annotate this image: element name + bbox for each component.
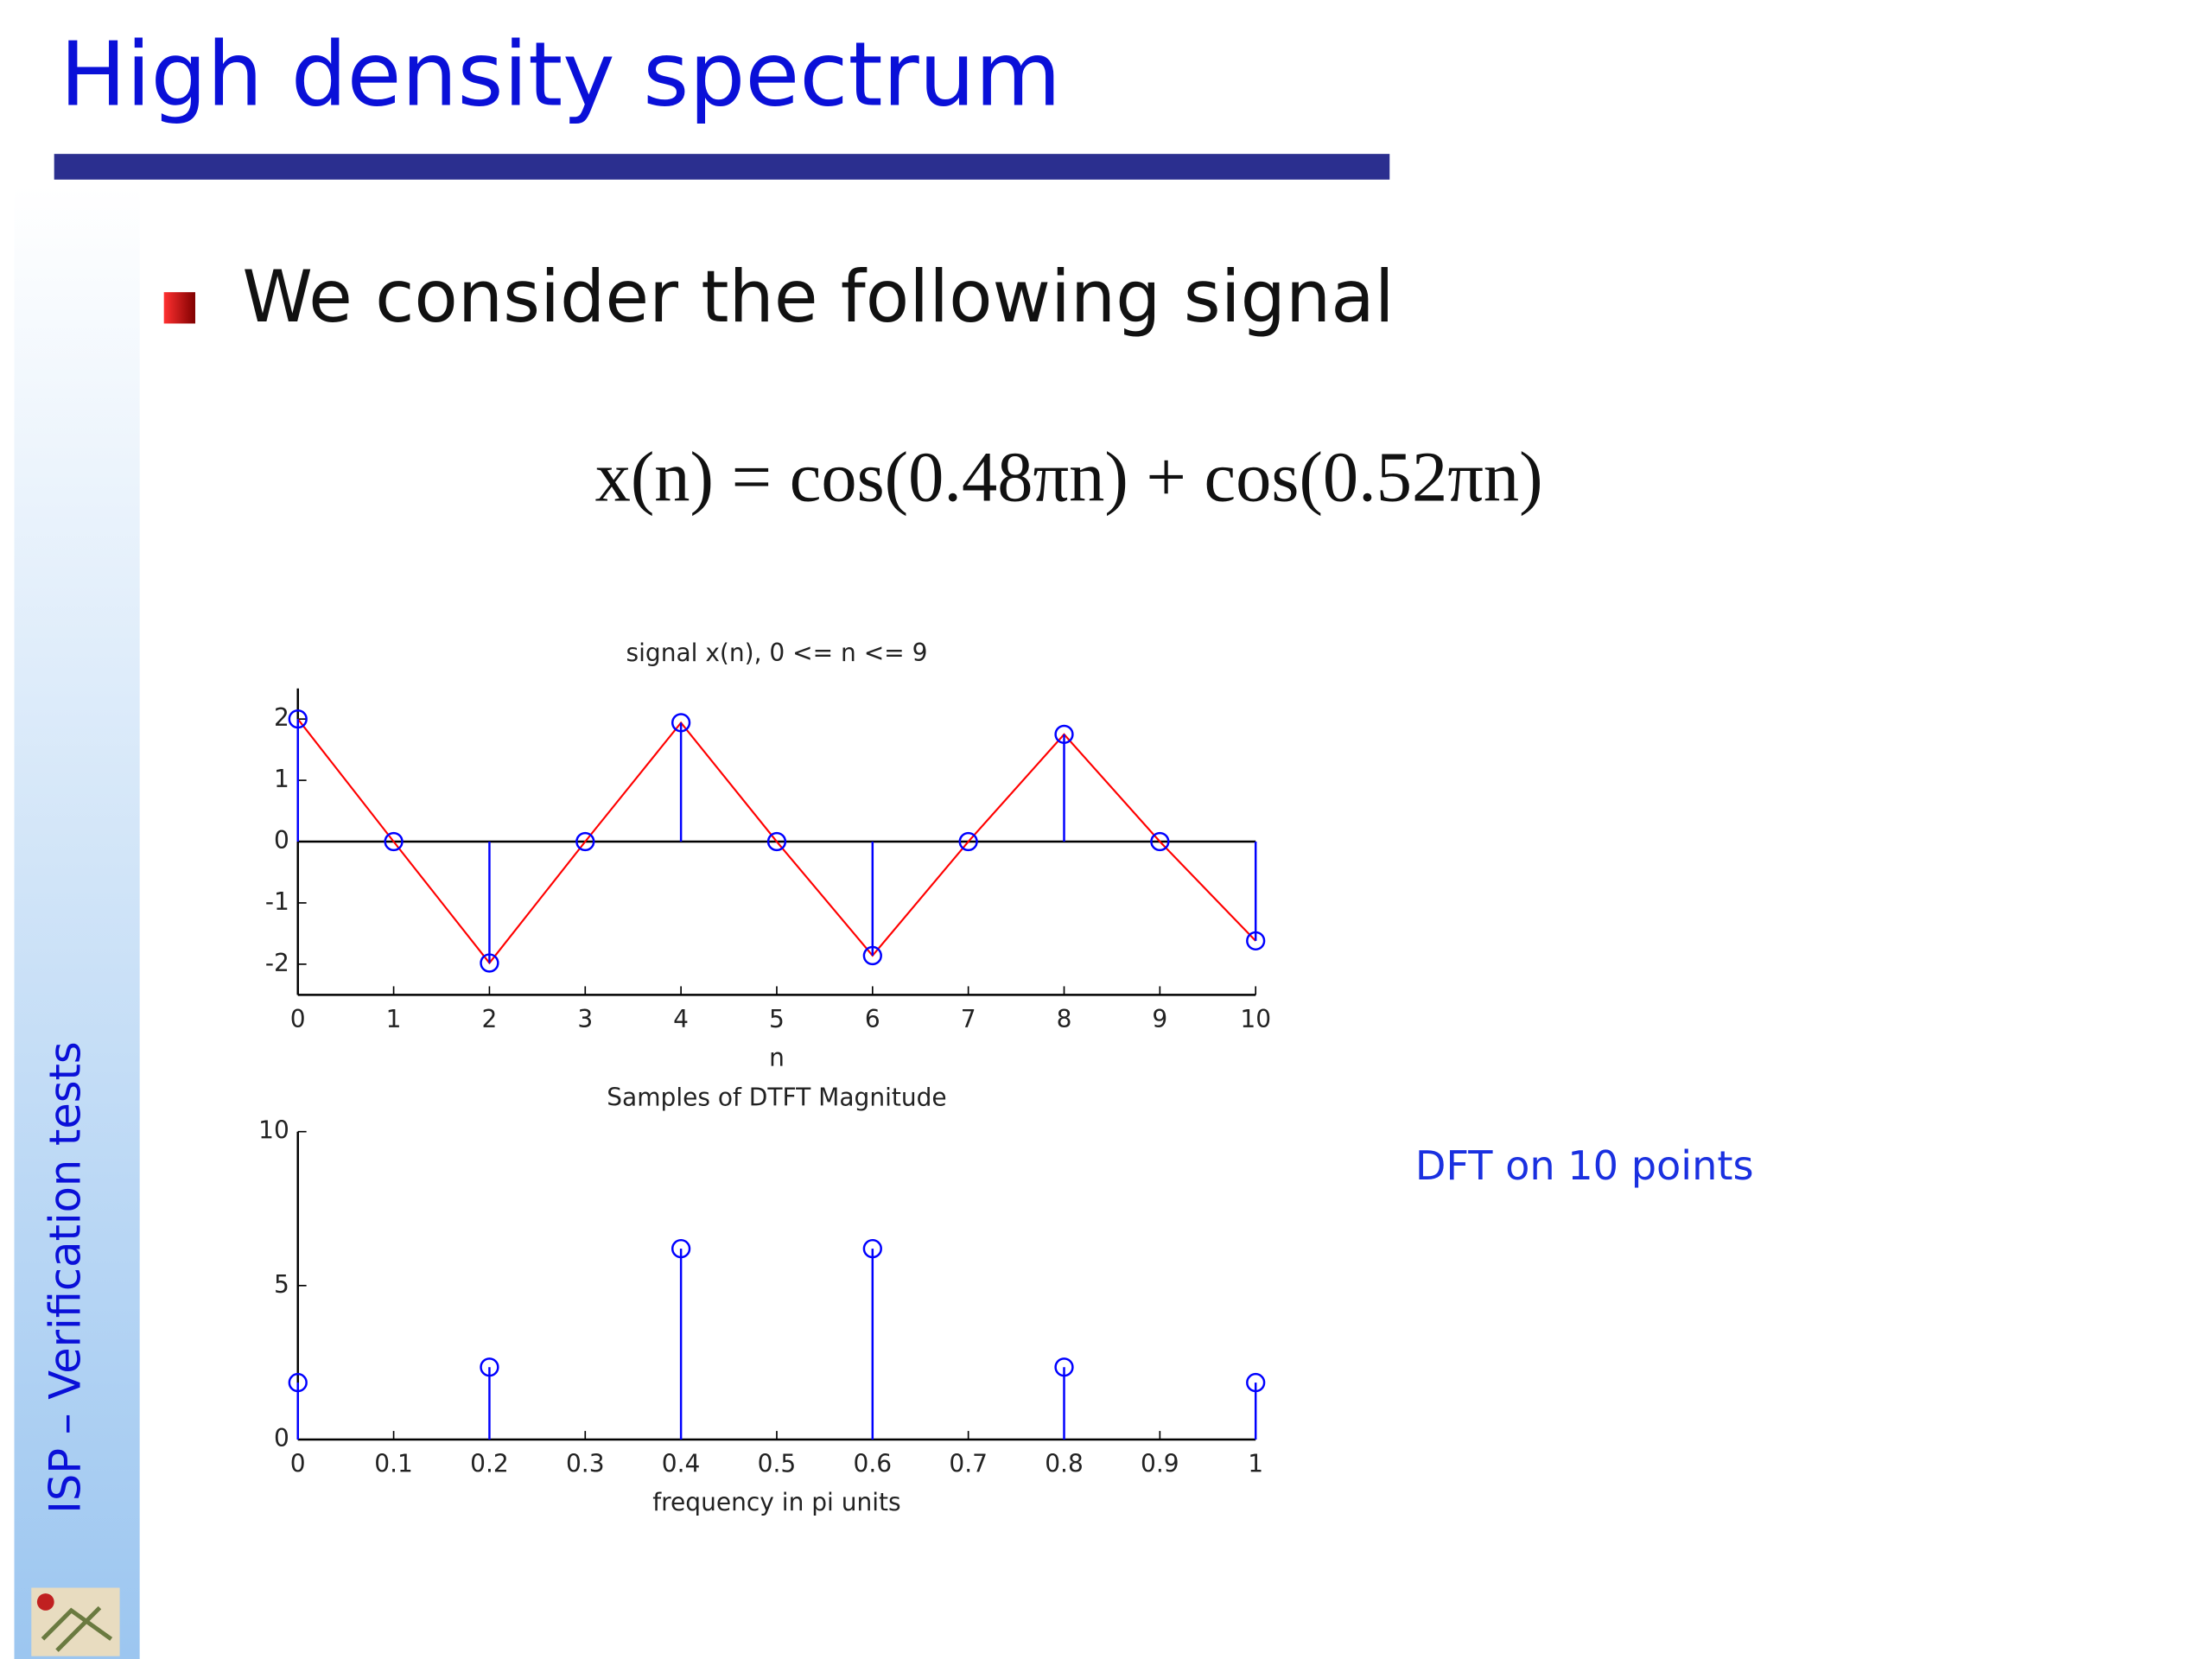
stem-marker: [288, 709, 308, 729]
stem-marker: [862, 1238, 882, 1259]
stem-marker: [862, 945, 882, 966]
stem-marker: [1054, 724, 1074, 745]
y-tick-label: 1: [274, 765, 289, 793]
x-tick-label: 8: [1057, 1005, 1072, 1033]
stem-marker: [384, 831, 404, 852]
x-tick-label: 7: [961, 1005, 976, 1033]
stem-chart: Samples of DTFT Magnitude 0 5 10 0 0.1 0.2 0.3 0…: [258, 1084, 1266, 1516]
slide-title: High density spectrum: [60, 23, 1061, 126]
x-tick-label: 1: [1248, 1450, 1263, 1478]
x-tick-label: 0.3: [566, 1450, 605, 1478]
x-tick-label: 0.2: [470, 1450, 509, 1478]
x-tick-label: 0.7: [949, 1450, 988, 1478]
chart-title: Samples of DTFT Magnitude: [607, 1084, 946, 1112]
stem-marker: [1246, 1372, 1266, 1393]
x-tick-label: 2: [482, 1005, 498, 1033]
stem-marker: [671, 713, 691, 733]
title-rule: [54, 154, 1390, 180]
stem-marker: [480, 953, 499, 973]
x-tick-label: 5: [769, 1005, 785, 1033]
stem-chart: signal x(n), 0 <= n <= 9 -2 -1 0 1 2 0 1 2 3 4 5 6 7 8…: [265, 639, 1271, 1071]
stem-marker: [575, 831, 595, 852]
bullet-text: We consider the following signal: [242, 256, 1394, 339]
x-tick-label: 0.4: [662, 1450, 701, 1478]
x-tick-label: 10: [1240, 1005, 1271, 1033]
x-tick-label: 0.1: [374, 1450, 413, 1478]
stem-marker: [1150, 831, 1170, 852]
x-tick-label: 1: [386, 1005, 402, 1033]
charts: signal x(n), 0 <= n <= 9 -2 -1 0 1 2 0 1 2 3 4 5 6 7 8…: [258, 639, 1271, 1516]
chart-title: signal x(n), 0 <= n <= 9: [626, 639, 928, 667]
bullet-marker: [163, 292, 195, 324]
y-tick-label: 5: [274, 1270, 289, 1299]
stem-marker: [480, 1357, 499, 1377]
x-tick-label: 0.6: [854, 1450, 893, 1478]
stem-marker: [958, 831, 978, 852]
y-tick-label: 10: [258, 1116, 289, 1145]
x-tick-label: 0.5: [758, 1450, 797, 1478]
signal-line: [296, 718, 1256, 965]
x-tick-label: 3: [577, 1005, 593, 1033]
stem-marker: [1054, 1357, 1074, 1377]
x-tick-label: 0: [290, 1450, 306, 1478]
y-tick-label: 0: [274, 826, 289, 855]
stem-marker: [671, 1238, 691, 1259]
x-axis-label: frequency in pi units: [652, 1488, 900, 1516]
logo: [31, 1587, 120, 1656]
stem-marker: [1246, 931, 1266, 951]
x-tick-label: 4: [673, 1005, 689, 1033]
x-tick-label: 0.8: [1045, 1450, 1084, 1478]
x-axis-label: n: [769, 1044, 785, 1072]
y-tick-label: -1: [265, 887, 289, 916]
x-tick-label: 6: [865, 1005, 880, 1033]
x-tick-label: 9: [1152, 1005, 1167, 1033]
y-tick-label: -2: [265, 949, 289, 977]
sidebar-text: ISP – Verification tests: [40, 1041, 90, 1513]
note: DFT on 10 points: [1415, 1142, 1754, 1189]
formula: x(n) = cos(0.48πn) + cos(0.52πn): [595, 438, 1543, 517]
y-tick-label: 2: [274, 703, 289, 732]
sidebar-band: [14, 185, 140, 1659]
stem-marker: [766, 831, 787, 852]
y-tick-label: 0: [274, 1424, 289, 1452]
x-tick-label: 0: [290, 1005, 306, 1033]
x-tick-label: 0.9: [1141, 1450, 1179, 1478]
stem-marker: [288, 1372, 308, 1393]
